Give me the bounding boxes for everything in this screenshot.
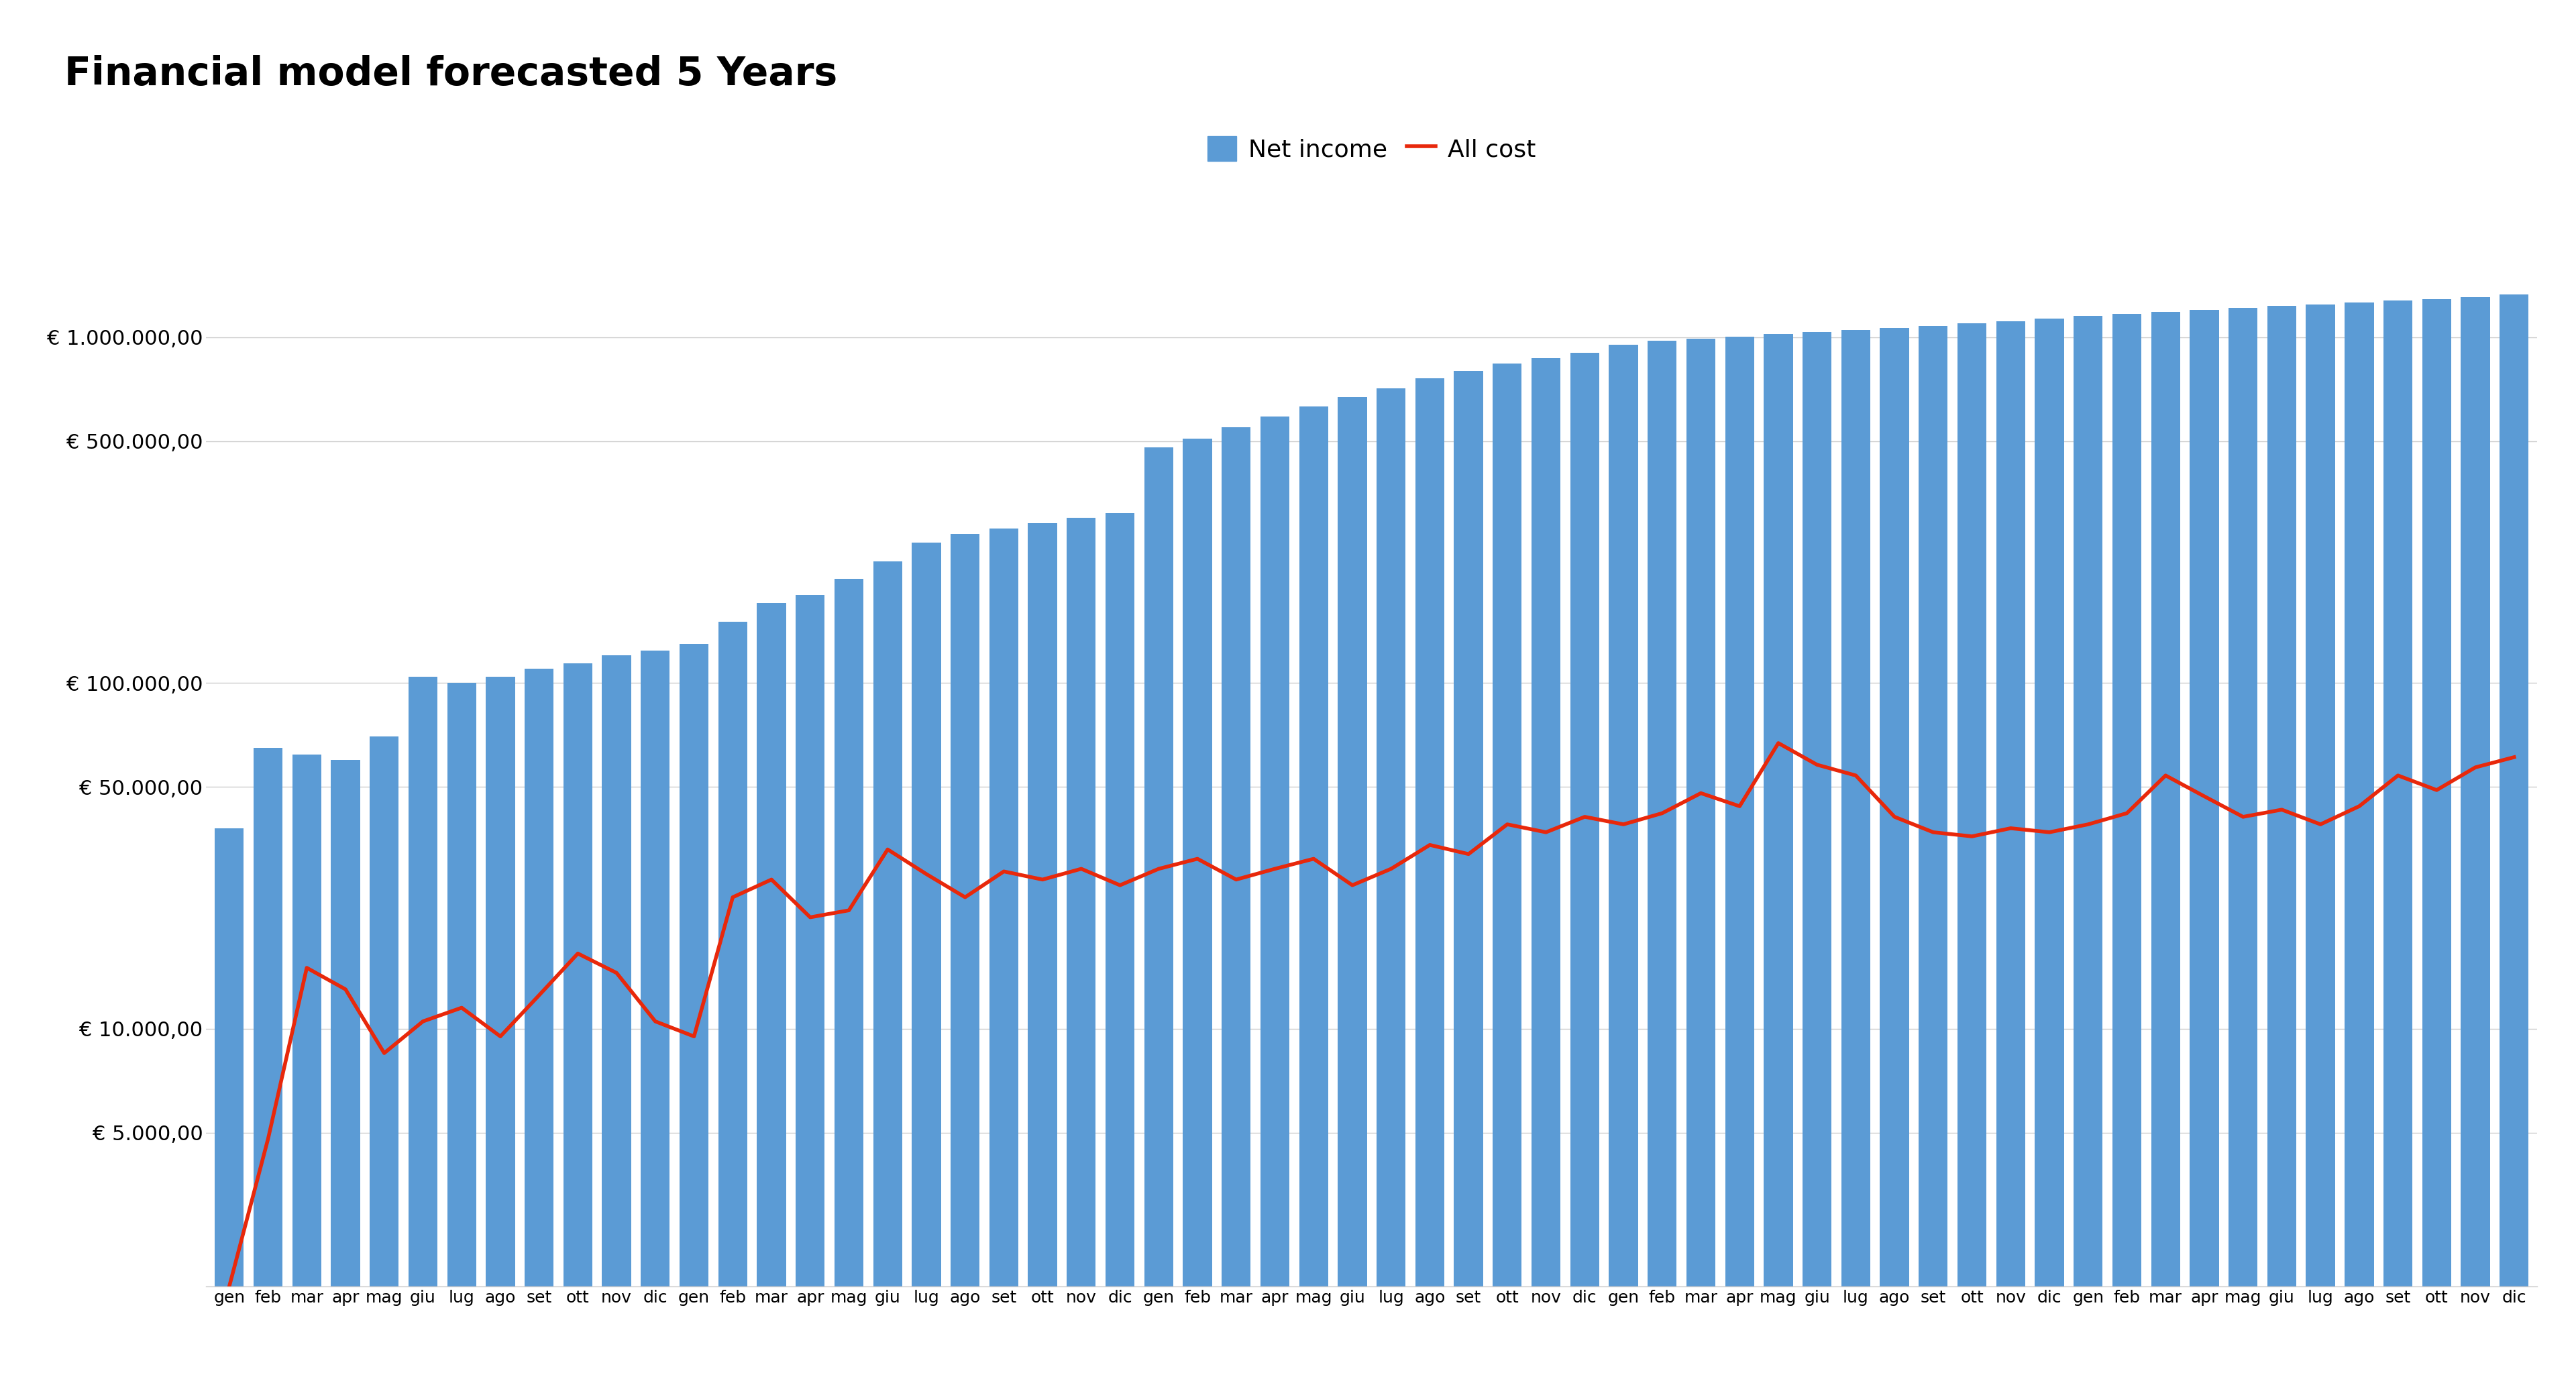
Bar bbox=[564, 664, 592, 1383]
Bar bbox=[1105, 513, 1133, 1383]
Bar bbox=[1144, 448, 1172, 1383]
Bar bbox=[680, 643, 708, 1383]
Legend: Net income, All cost: Net income, All cost bbox=[1198, 126, 1546, 171]
Bar bbox=[2344, 303, 2372, 1383]
Bar bbox=[2383, 300, 2414, 1383]
Bar bbox=[1182, 438, 1211, 1383]
Bar bbox=[1453, 371, 1484, 1383]
Bar bbox=[757, 603, 786, 1383]
Bar bbox=[1919, 325, 1947, 1383]
Bar bbox=[1066, 519, 1095, 1383]
Bar bbox=[989, 528, 1018, 1383]
Bar bbox=[2035, 319, 2063, 1383]
Bar bbox=[796, 595, 824, 1383]
Bar bbox=[1649, 342, 1677, 1383]
Bar bbox=[1726, 336, 1754, 1383]
Bar bbox=[1610, 344, 1638, 1383]
Bar bbox=[2460, 297, 2491, 1383]
Bar bbox=[2267, 306, 2295, 1383]
Bar bbox=[214, 828, 245, 1383]
Bar bbox=[1337, 397, 1368, 1383]
Bar bbox=[603, 656, 631, 1383]
Bar bbox=[1958, 324, 1986, 1383]
Bar bbox=[1376, 389, 1406, 1383]
Bar bbox=[2306, 304, 2334, 1383]
Bar bbox=[951, 534, 979, 1383]
Bar bbox=[1842, 331, 1870, 1383]
Bar bbox=[487, 678, 515, 1383]
Bar bbox=[1028, 523, 1056, 1383]
Bar bbox=[2190, 310, 2218, 1383]
Bar bbox=[1298, 407, 1329, 1383]
Bar bbox=[1414, 379, 1445, 1383]
Bar bbox=[526, 668, 554, 1383]
Bar bbox=[1765, 335, 1793, 1383]
Bar bbox=[912, 542, 940, 1383]
Bar bbox=[1221, 427, 1252, 1383]
Bar bbox=[1687, 339, 1716, 1383]
Bar bbox=[641, 650, 670, 1383]
Text: Financial model forecasted 5 Years: Financial model forecasted 5 Years bbox=[64, 55, 837, 94]
Bar bbox=[835, 579, 863, 1383]
Bar bbox=[1571, 353, 1600, 1383]
Bar bbox=[2074, 317, 2102, 1383]
Bar bbox=[2421, 299, 2452, 1383]
Bar bbox=[1492, 364, 1522, 1383]
Bar bbox=[371, 737, 399, 1383]
Bar bbox=[1880, 328, 1909, 1383]
Bar bbox=[1533, 358, 1561, 1383]
Bar bbox=[2112, 314, 2141, 1383]
Bar bbox=[873, 561, 902, 1383]
Bar bbox=[448, 683, 477, 1383]
Bar bbox=[1996, 321, 2025, 1383]
Bar bbox=[2499, 295, 2530, 1383]
Bar bbox=[252, 748, 283, 1383]
Bar bbox=[719, 622, 747, 1383]
Bar bbox=[330, 759, 361, 1383]
Bar bbox=[2151, 311, 2179, 1383]
Bar bbox=[410, 678, 438, 1383]
Bar bbox=[291, 755, 322, 1383]
Bar bbox=[1803, 332, 1832, 1383]
Bar bbox=[1260, 416, 1291, 1383]
Bar bbox=[2228, 308, 2257, 1383]
